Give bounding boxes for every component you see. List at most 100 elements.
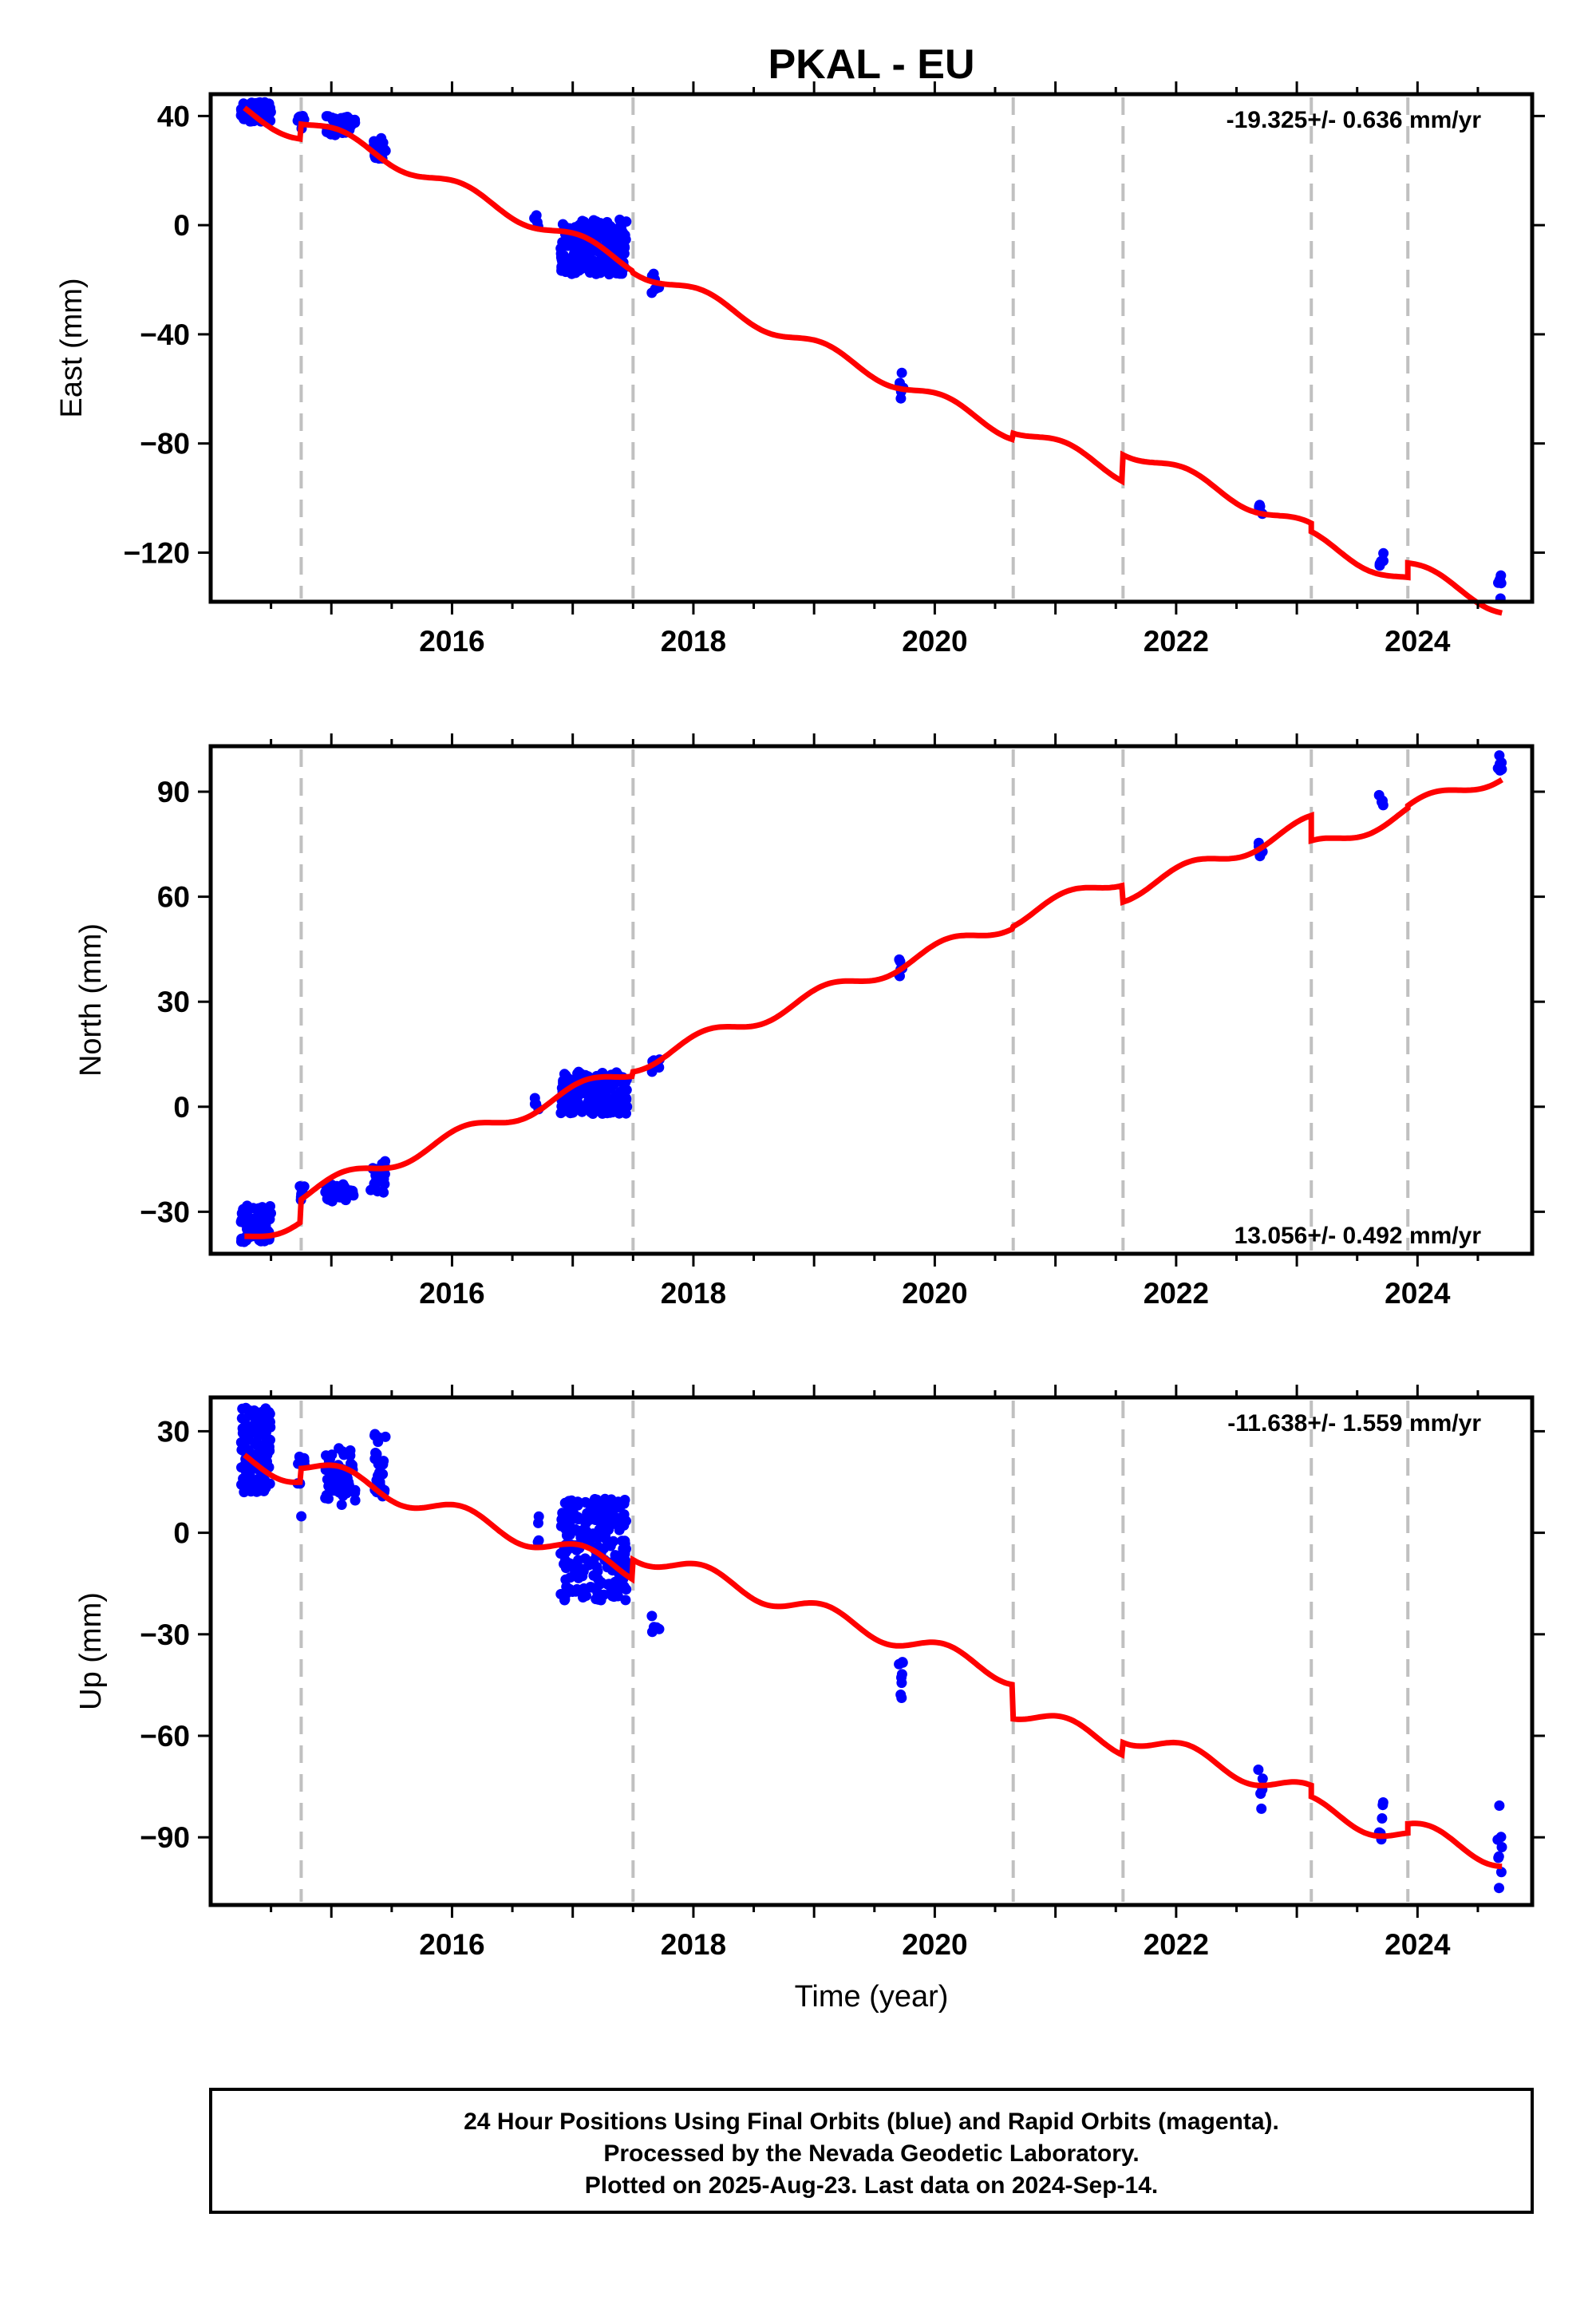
data-point — [597, 1092, 608, 1103]
plot-frame — [208, 1395, 1535, 1907]
plot-frame — [208, 92, 1535, 604]
footer-box — [209, 2088, 1534, 2214]
data-point — [1257, 1773, 1268, 1784]
data-point — [595, 1595, 606, 1606]
data-point — [350, 1495, 361, 1506]
data-point — [894, 954, 905, 965]
y-tick-label: 60 — [157, 881, 190, 914]
data-point — [373, 1459, 384, 1470]
y-tick-label: −30 — [140, 1618, 190, 1651]
data-point — [298, 1456, 309, 1466]
x-tick-label: 2016 — [419, 1928, 484, 1961]
data-point — [323, 111, 334, 122]
data-point — [371, 1175, 381, 1186]
data-point — [588, 1555, 599, 1567]
data-point — [260, 1482, 271, 1493]
data-point — [247, 98, 259, 109]
y-tick-label: −80 — [140, 428, 190, 460]
data-point — [342, 1488, 352, 1499]
y-tick-label: 90 — [157, 776, 190, 808]
y-tick-label: 30 — [157, 1415, 190, 1448]
data-point — [561, 1520, 572, 1531]
data-point — [1492, 763, 1503, 774]
data-point — [1495, 574, 1506, 585]
data-point — [570, 1524, 581, 1535]
data-point — [592, 1080, 603, 1091]
data-point — [260, 1219, 271, 1231]
footer-line-1: 24 Hour Positions Using Final Orbits (bl… — [464, 2109, 1279, 2135]
data-point — [564, 1583, 575, 1595]
x-tick-label: 2024 — [1385, 1277, 1451, 1310]
data-point — [239, 1423, 250, 1434]
data-point — [620, 1555, 631, 1567]
data-point — [579, 246, 590, 257]
data-point — [1494, 1883, 1504, 1894]
data-point — [379, 1168, 390, 1180]
y-axis-label: North (mm) — [74, 923, 108, 1077]
x-tick-label: 2020 — [902, 1928, 967, 1961]
rate-annotation: -19.325+/- 0.636 mm/yr — [1227, 107, 1482, 133]
data-point — [350, 1488, 361, 1498]
data-point — [1494, 1800, 1505, 1811]
y-tick-label: 0 — [173, 1091, 190, 1124]
data-point — [253, 1448, 264, 1460]
y-tick-label: −90 — [140, 1821, 190, 1854]
data-point — [600, 255, 611, 267]
data-point — [336, 1500, 347, 1510]
data-point — [614, 1095, 625, 1105]
data-point — [895, 1690, 907, 1700]
data-point — [235, 1216, 247, 1227]
y-tick-label: 40 — [157, 100, 190, 132]
x-tick-label: 2022 — [1144, 1277, 1209, 1310]
data-point — [594, 1524, 605, 1535]
data-point — [260, 1447, 271, 1458]
data-point — [559, 1555, 571, 1566]
footer-line-3: Plotted on 2025-Aug-23. Last data on 202… — [585, 2172, 1159, 2199]
plot-frame — [208, 744, 1535, 1256]
data-point — [603, 269, 614, 280]
data-point — [263, 1420, 274, 1431]
data-points — [235, 1402, 1507, 1894]
data-point — [619, 1538, 630, 1549]
x-tick-label: 2022 — [1144, 625, 1209, 658]
data-point — [531, 217, 543, 227]
model-curve — [243, 1452, 1503, 1870]
data-point — [577, 1563, 588, 1575]
data-point — [529, 1093, 540, 1104]
x-tick-label: 2016 — [419, 1277, 484, 1310]
data-point — [343, 1476, 354, 1488]
x-tick-label: 2024 — [1385, 1928, 1451, 1961]
data-point — [646, 1611, 658, 1622]
up-panel: 30 0 −30 −60 −90 2016 2018 2020 2022 2024 Up (mm) -… — [74, 1385, 1545, 1961]
data-point — [621, 1108, 631, 1119]
data-point — [895, 393, 907, 404]
data-point — [585, 1582, 596, 1592]
data-point — [603, 1524, 614, 1535]
y-axis-label: East (mm) — [55, 278, 89, 417]
y-tick-label: −120 — [124, 536, 190, 569]
data-point — [608, 1535, 619, 1547]
x-tick-label: 2020 — [902, 1277, 967, 1310]
y-tick-label: −30 — [140, 1196, 190, 1228]
data-point — [241, 1467, 251, 1477]
data-point — [296, 1511, 307, 1522]
data-point — [533, 1511, 544, 1522]
model-curve — [243, 105, 1503, 616]
data-point — [581, 1591, 591, 1601]
data-point — [588, 1505, 599, 1516]
data-point — [561, 238, 572, 248]
data-point — [618, 1520, 630, 1531]
data-point — [581, 1534, 592, 1545]
data-point — [584, 1104, 595, 1115]
data-point — [595, 1579, 606, 1590]
data-point — [257, 1202, 268, 1213]
data-point — [615, 1577, 626, 1588]
data-point — [1495, 1832, 1507, 1843]
data-point — [1374, 559, 1385, 569]
data-point — [576, 254, 587, 265]
rate-annotation: 13.056+/- 0.492 mm/yr — [1235, 1223, 1482, 1249]
data-point — [1494, 750, 1505, 761]
data-point — [239, 1414, 251, 1425]
data-point — [1493, 1852, 1504, 1863]
